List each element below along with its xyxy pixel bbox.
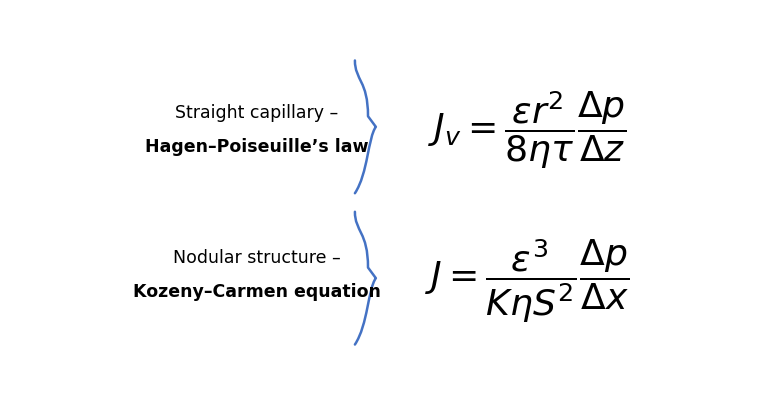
Text: Kozeny–Carmen equation: Kozeny–Carmen equation [133, 283, 381, 301]
Text: Nodular structure –: Nodular structure – [173, 249, 340, 267]
Text: $J_v = \dfrac{\varepsilon r^2}{8\eta\tau}\dfrac{\Delta p}{\Delta z}$: $J_v = \dfrac{\varepsilon r^2}{8\eta\tau… [429, 89, 627, 171]
Text: Straight capillary –: Straight capillary – [175, 104, 339, 122]
Text: $J = \dfrac{\varepsilon^3}{K\eta S^2}\dfrac{\Delta p}{\Delta x}$: $J = \dfrac{\varepsilon^3}{K\eta S^2}\df… [425, 237, 630, 325]
Text: Hagen–Poiseuille’s law: Hagen–Poiseuille’s law [145, 138, 369, 156]
